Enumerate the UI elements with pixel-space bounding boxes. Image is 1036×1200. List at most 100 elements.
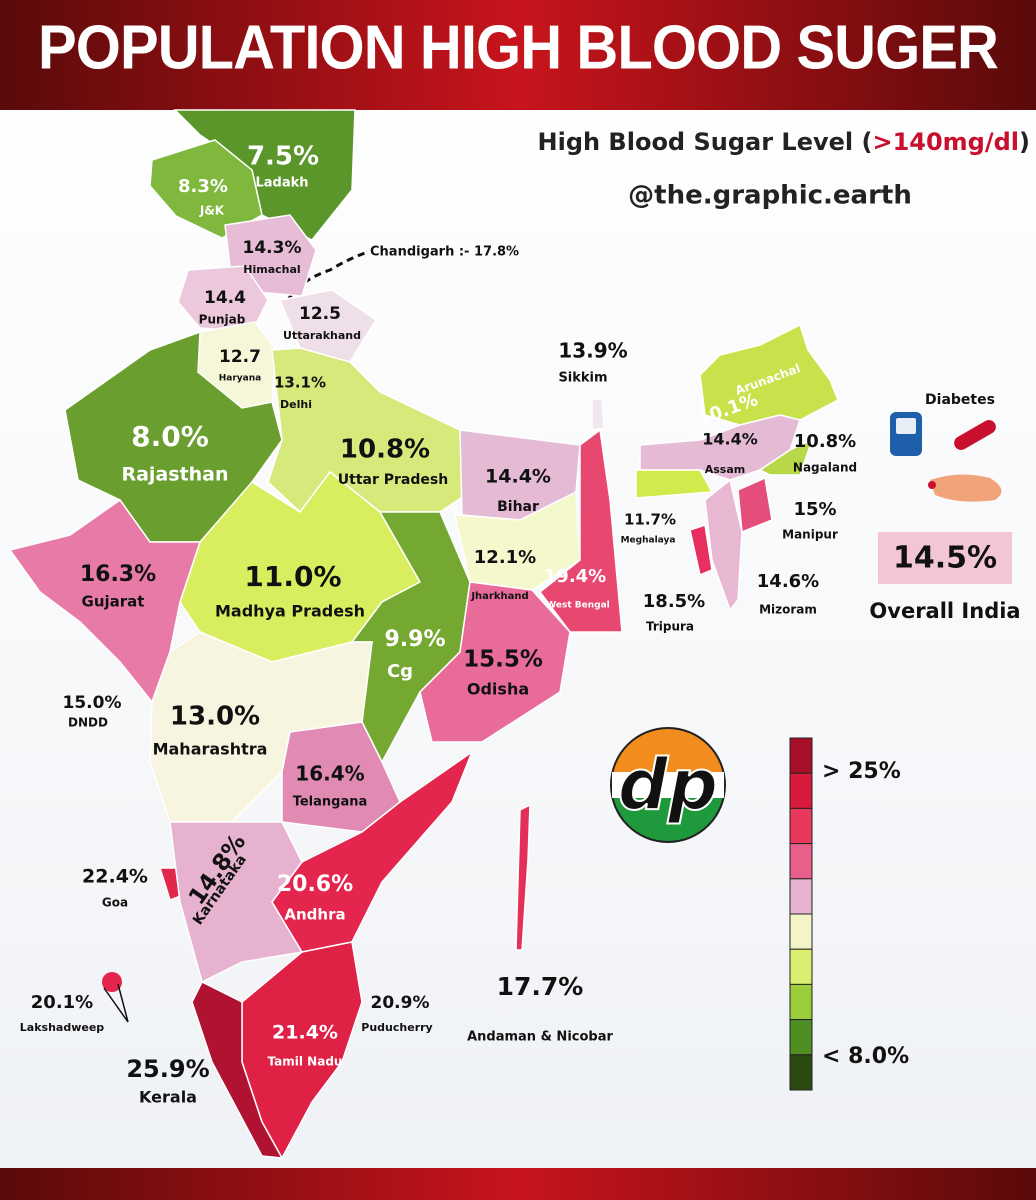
region-value: 15.0% (63, 693, 122, 713)
region-value: 11.7% (624, 511, 676, 529)
legend-swatch (789, 913, 813, 950)
region-value: 8.3% (178, 176, 228, 197)
region-name: Tripura (646, 620, 694, 634)
pin-tail (103, 983, 129, 1023)
region-name: Uttar Pradesh (338, 472, 448, 488)
diabetes-label: Diabetes (925, 392, 995, 408)
region-name: Ladakh (255, 176, 308, 191)
region-name: Sikkim (558, 371, 607, 386)
region-value: 22.4% (82, 866, 148, 888)
region-name: Cg (387, 661, 413, 682)
overall-box (878, 532, 1012, 584)
diabetes-icon (890, 412, 1002, 502)
annotation: Chandigarh :- 17.8% (370, 245, 519, 260)
region-shape (758, 438, 814, 476)
region-value: 12.5 (299, 304, 341, 324)
region-shape (191, 980, 284, 1159)
legend-high: > 25% (822, 759, 901, 784)
region-value: 7.5% (247, 142, 319, 172)
region-name: DNDD (68, 716, 108, 730)
pin (102, 972, 122, 992)
overall-label: Overall India (869, 599, 1020, 623)
legend-swatch (789, 948, 813, 985)
region-name: Telangana (293, 795, 368, 810)
region-name: Nagaland (793, 461, 857, 475)
region-name: Uttarakhand (283, 329, 361, 342)
region-shape (591, 397, 605, 431)
region-value: 13.0% (170, 702, 260, 732)
region-value: 10.8% (794, 431, 856, 452)
region-shape (515, 803, 531, 951)
region-name: Madhya Pradesh (215, 602, 365, 621)
region-value: 11.0% (244, 560, 341, 593)
region-value: 14.4 (204, 288, 246, 308)
region-value: 15.5% (463, 647, 543, 673)
region-name: West Bengal (546, 601, 609, 611)
region-name: Jharkhand (470, 591, 528, 602)
region-shape (704, 478, 743, 612)
region-value: 10.8% (340, 435, 430, 465)
legend-swatch (789, 843, 813, 880)
region-name: Odisha (467, 680, 529, 699)
legend-swatch (789, 983, 813, 1021)
map: 7.5% Ladakh 8.3% J&K 14.3% Himachal 14.4 Punjab… (8, 109, 857, 1160)
legend-swatch (789, 737, 813, 774)
region-name: Andhra (284, 906, 345, 924)
region-value: 13.1% (274, 374, 326, 392)
region-value: 14.6% (757, 571, 819, 592)
region-name: Lakshadweep (20, 1021, 105, 1034)
region-name: Tamil Nadu (268, 1055, 343, 1069)
region-value: 8.0% (131, 420, 209, 453)
region-name: J&K (199, 204, 225, 218)
region-value: 16.4% (295, 762, 364, 786)
region-value: 18.5% (643, 591, 705, 612)
region-value: 15% (793, 499, 836, 520)
region-value: 9.9% (384, 627, 445, 652)
region-shape (737, 476, 773, 534)
region-name: Gujarat (82, 593, 145, 611)
legend (789, 737, 813, 1091)
subtitle: High Blood Sugar Level (>140mg/dl) (538, 128, 1031, 156)
region-name: Punjab (199, 313, 246, 327)
subtitle-end: ) (1019, 128, 1030, 156)
legend-swatch (789, 772, 813, 809)
region-value: 20.1% (31, 992, 93, 1013)
region-value: 19.4% (544, 566, 606, 587)
region-value: 20.9% (371, 993, 430, 1013)
region-name: Kerala (139, 1088, 197, 1107)
title: POPULATION HIGH BLOOD SUGER (38, 13, 998, 82)
region-name: Delhi (280, 398, 312, 411)
region-name: Himachal (243, 263, 300, 276)
legend-low: < 8.0% (822, 1044, 909, 1069)
region-value: 25.9% (126, 1055, 209, 1083)
region-shape (8, 498, 202, 704)
region-value: 16.3% (80, 562, 156, 587)
region-value: 20.6% (277, 872, 353, 897)
svg-text:dp: dp (618, 744, 718, 826)
region-name: Mizoram (759, 603, 817, 617)
region-name: Manipur (782, 528, 838, 542)
logo: dp (610, 727, 726, 843)
region-name: Puducherry (361, 1021, 432, 1034)
region-value: 13.9% (558, 339, 627, 363)
region-value: 12.1% (474, 547, 536, 568)
region-name: Assam (705, 463, 746, 476)
region-name: Haryana (219, 374, 261, 384)
region-shape (538, 428, 623, 633)
region-name: Bihar (497, 499, 539, 515)
region-name: Rajasthan (121, 464, 228, 486)
region-value: 14.3% (243, 238, 302, 258)
credit: @the.graphic.earth (628, 181, 912, 211)
legend-swatch (789, 807, 813, 845)
legend-swatch (789, 1019, 813, 1056)
region-shape (689, 524, 713, 577)
legend-swatch (789, 878, 813, 915)
header-bar (0, 0, 1036, 110)
region-value: 14.4% (485, 466, 551, 488)
legend-swatch (789, 1054, 813, 1091)
region-shape (635, 469, 714, 499)
subtitle-text: High Blood Sugar Level ( (538, 128, 873, 156)
region-name: Maharashtra (153, 740, 268, 759)
